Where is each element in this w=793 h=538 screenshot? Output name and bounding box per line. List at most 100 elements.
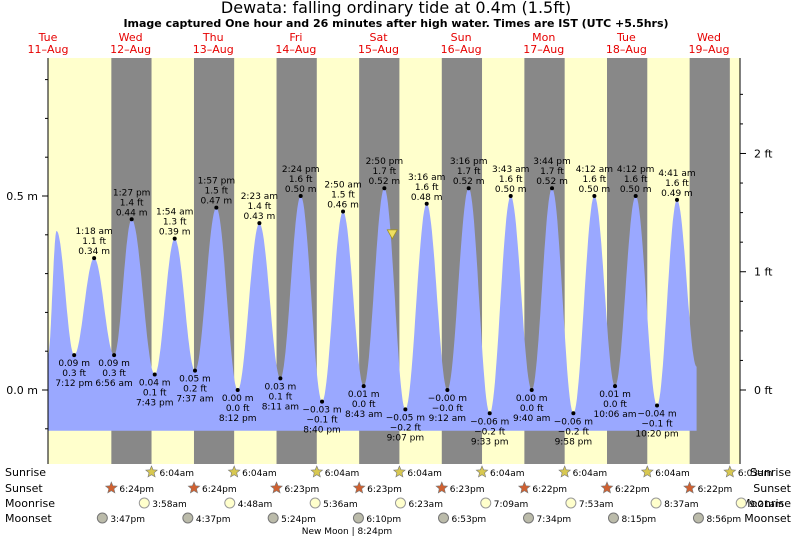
tide-label: 2:24 pm bbox=[282, 165, 320, 175]
tide-point bbox=[674, 197, 679, 202]
moonrise-icon bbox=[735, 497, 747, 509]
tide-label: 1.4 ft bbox=[248, 202, 272, 212]
tide-label: −0.0 ft bbox=[432, 404, 464, 414]
row-label-left: Sunset bbox=[5, 482, 43, 495]
moonset-icon bbox=[352, 512, 364, 524]
moonset-time: 7:34pm bbox=[537, 515, 572, 525]
tide-label: 1.7 ft bbox=[540, 167, 564, 177]
tide-label: 1.5 ft bbox=[331, 191, 355, 201]
moonset-icon bbox=[96, 512, 108, 524]
right-tick-label: 2 ft bbox=[754, 147, 773, 160]
right-tick-label: 1 ft bbox=[754, 266, 773, 279]
tide-label: 8:40 pm bbox=[303, 426, 341, 436]
moonrise-time: 3:58am bbox=[152, 500, 187, 510]
sunrise-icon bbox=[145, 465, 158, 478]
tide-label: −0.1 ft bbox=[306, 416, 338, 426]
moonset-icon bbox=[692, 512, 704, 524]
moonset-icon bbox=[438, 512, 450, 524]
moonrise-time: 4:48am bbox=[238, 500, 273, 510]
tide-label: 1:54 am bbox=[156, 208, 193, 218]
tide-label: 0.0 ft bbox=[226, 404, 250, 414]
tide-label: 8:43 am bbox=[345, 410, 382, 420]
tide-point bbox=[382, 186, 387, 191]
tide-point bbox=[152, 372, 157, 377]
tide-area bbox=[48, 188, 697, 431]
moonset-time: 5:24pm bbox=[281, 515, 316, 525]
moonrise-icon bbox=[650, 497, 662, 509]
tide-label: 0.52 m bbox=[536, 177, 568, 187]
tide-label: 1.5 ft bbox=[204, 187, 228, 197]
tide-point bbox=[445, 388, 450, 392]
moonrise-time: 8:37am bbox=[664, 500, 699, 510]
chart-subtitle: Image captured One hour and 26 minutes a… bbox=[123, 17, 668, 30]
moonrise-icon bbox=[565, 497, 577, 509]
tide-label: 8:11 am bbox=[262, 402, 299, 412]
moonset-time: 6:10pm bbox=[366, 515, 401, 525]
moonrise-time: 6:23am bbox=[408, 500, 443, 510]
sunset-time: 6:22pm bbox=[532, 485, 567, 495]
sunrise-icon bbox=[558, 465, 572, 478]
tide-point bbox=[403, 407, 408, 412]
moonrise-icon bbox=[480, 497, 492, 509]
moonset-time: 8:15pm bbox=[621, 515, 656, 525]
tide-point bbox=[466, 186, 471, 191]
tide-curve bbox=[48, 188, 697, 431]
left-tick-label: 0.0 m bbox=[6, 384, 38, 397]
tide-label: 0.09 m bbox=[58, 359, 90, 369]
sunrise-time: 6:04am bbox=[242, 469, 276, 479]
moonset-time: 6:53pm bbox=[452, 515, 487, 525]
tide-label: 9:12 am bbox=[429, 414, 466, 424]
tide-label: 0.52 m bbox=[369, 177, 401, 187]
sunset-icon bbox=[104, 481, 118, 494]
tide-point bbox=[129, 217, 134, 222]
row-label-right: Sunset bbox=[753, 482, 791, 495]
tide-label: 10:06 am bbox=[593, 410, 636, 420]
sunrise-time: 6:03am bbox=[738, 469, 773, 479]
tide-label: −0.06 m bbox=[554, 417, 593, 427]
tide-point bbox=[320, 399, 325, 404]
moonrise-icon bbox=[224, 497, 236, 509]
moonrise-icon bbox=[138, 497, 150, 509]
tide-label: 1.4 ft bbox=[120, 198, 144, 208]
tide-point bbox=[571, 411, 576, 416]
row-label-left: Moonset bbox=[5, 512, 52, 525]
day-name: Thu bbox=[202, 31, 224, 44]
moonset-icon bbox=[182, 512, 194, 524]
tide-label: 1.6 ft bbox=[415, 183, 439, 193]
tide-label: 1.1 ft bbox=[82, 237, 106, 247]
tide-label: 0.50 m bbox=[620, 185, 652, 195]
tide-label: 3:16 pm bbox=[450, 157, 488, 167]
tide-point bbox=[613, 384, 618, 389]
tide-point bbox=[298, 194, 303, 198]
moonrise-time: 9:21am bbox=[749, 500, 784, 510]
day-date: 11–Aug bbox=[28, 43, 69, 56]
tide-label: 0.1 ft bbox=[269, 392, 293, 402]
tide-label: 3:43 am bbox=[492, 165, 529, 175]
moonrise-time: 7:53am bbox=[579, 500, 614, 510]
tide-label: 0.48 m bbox=[411, 193, 443, 203]
tide-point bbox=[633, 194, 638, 198]
moonset-icon bbox=[523, 512, 535, 524]
tide-label: 0.3 ft bbox=[62, 369, 86, 379]
tide-point bbox=[278, 376, 283, 381]
tide-label: 0.52 m bbox=[453, 177, 485, 187]
tide-label: 1:27 pm bbox=[113, 188, 151, 198]
row-label-right: Moonrise bbox=[741, 497, 791, 510]
tide-label: −0.2 ft bbox=[474, 427, 506, 437]
sunrise-icon bbox=[310, 465, 324, 478]
tide-point bbox=[214, 205, 219, 210]
row-label-right: Moonset bbox=[744, 512, 791, 525]
tide-point bbox=[508, 194, 513, 198]
moonset-icon bbox=[267, 512, 279, 524]
tide-label: 1:18 am bbox=[75, 227, 112, 237]
tide-label: 3:44 pm bbox=[533, 157, 571, 167]
tide-label: −0.1 ft bbox=[641, 420, 673, 430]
tide-label: 0.43 m bbox=[244, 212, 276, 222]
tide-label: 2:23 am bbox=[241, 192, 278, 202]
tide-label: 1.6 ft bbox=[665, 179, 689, 189]
day-name: Fri bbox=[289, 31, 302, 44]
day-name: Sun bbox=[451, 31, 472, 44]
sunrise-icon bbox=[392, 465, 406, 478]
tide-point bbox=[193, 368, 198, 373]
